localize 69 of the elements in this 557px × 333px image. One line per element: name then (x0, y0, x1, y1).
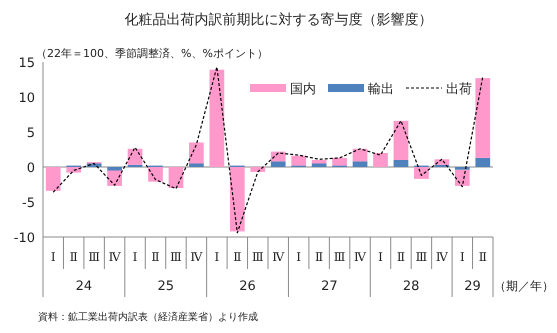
x-axis-title: （期／年） (494, 279, 554, 293)
text: 28 (402, 279, 420, 294)
bar (352, 148, 368, 162)
x-tick-label: Ⅲ (88, 250, 100, 264)
x-tick-label: Ⅳ (108, 250, 122, 264)
bar (291, 156, 306, 166)
bar (373, 153, 388, 167)
x-tick-label: Ⅰ (378, 250, 384, 264)
bar (189, 142, 204, 164)
x-tick-label: Ⅱ (315, 250, 324, 264)
bar (475, 158, 490, 167)
x-tick-label: Ⅱ (70, 250, 78, 264)
legend-label: 国内 (290, 82, 316, 97)
y-tick-label: -10 (14, 231, 35, 246)
x-tick-label: Ⅲ (252, 250, 264, 264)
text: 26 (239, 279, 256, 294)
bar (46, 167, 61, 191)
text: 29 (464, 279, 481, 294)
bar (270, 152, 286, 162)
text: 24 (76, 279, 92, 294)
legend-label: 輸出 (368, 82, 394, 97)
legend-label: 出荷 (446, 82, 472, 97)
x-tick-label: Ⅱ (233, 250, 242, 264)
bar (250, 167, 266, 172)
bar (394, 160, 408, 167)
line-series (52, 66, 484, 234)
bar (148, 167, 163, 182)
bar (352, 161, 368, 167)
bar (189, 164, 204, 167)
bar (454, 170, 470, 186)
bar (394, 120, 408, 160)
chart-title: 化粧品出荷内訳前期比に対する寄与度（影響度） (124, 12, 432, 28)
x-tick-label: Ⅰ (132, 250, 138, 264)
y-tick-label: 10 (18, 91, 35, 106)
y-tick-label: 15 (18, 56, 35, 71)
bar (454, 167, 470, 170)
bar (312, 164, 326, 167)
bar (270, 161, 286, 167)
x-tick-label: Ⅲ (416, 250, 428, 264)
y-tick-label: -5 (22, 196, 35, 211)
y-tick-label: 5 (26, 126, 35, 141)
x-tick-label: Ⅳ (190, 250, 204, 264)
x-tick-label: Ⅲ (334, 250, 346, 264)
bar (128, 148, 142, 165)
x-tick-label: Ⅳ (354, 250, 368, 264)
x-tick-label: Ⅰ (296, 250, 302, 264)
x-tick-label: Ⅰ (214, 250, 220, 264)
bar (475, 78, 490, 158)
text: 資料：鉱工業出荷内訳表（経済産業省）より作成 (38, 311, 258, 323)
x-tick-label: Ⅰ (460, 250, 465, 264)
x-tick-label: Ⅱ (396, 250, 406, 264)
bar (230, 167, 245, 232)
bar (107, 170, 122, 186)
x-tick-label: Ⅰ (50, 250, 56, 264)
bar (107, 167, 122, 170)
x-tick-label: Ⅱ (151, 250, 160, 264)
bar (312, 160, 326, 164)
bar (210, 70, 224, 167)
bar (332, 158, 347, 166)
x-tick-label: Ⅲ (170, 250, 182, 264)
bar (168, 167, 184, 188)
bar (414, 167, 429, 179)
x-tick-label: Ⅳ (272, 250, 286, 264)
text: 25 (157, 279, 174, 294)
x-tick-label: Ⅳ (436, 250, 449, 264)
text: 27 (321, 279, 338, 294)
y-tick-label: 0 (26, 161, 35, 176)
y-axis-title: （22年＝100、季節調整済、%、%ポイント） (36, 47, 268, 60)
x-tick-label: Ⅱ (478, 250, 487, 264)
